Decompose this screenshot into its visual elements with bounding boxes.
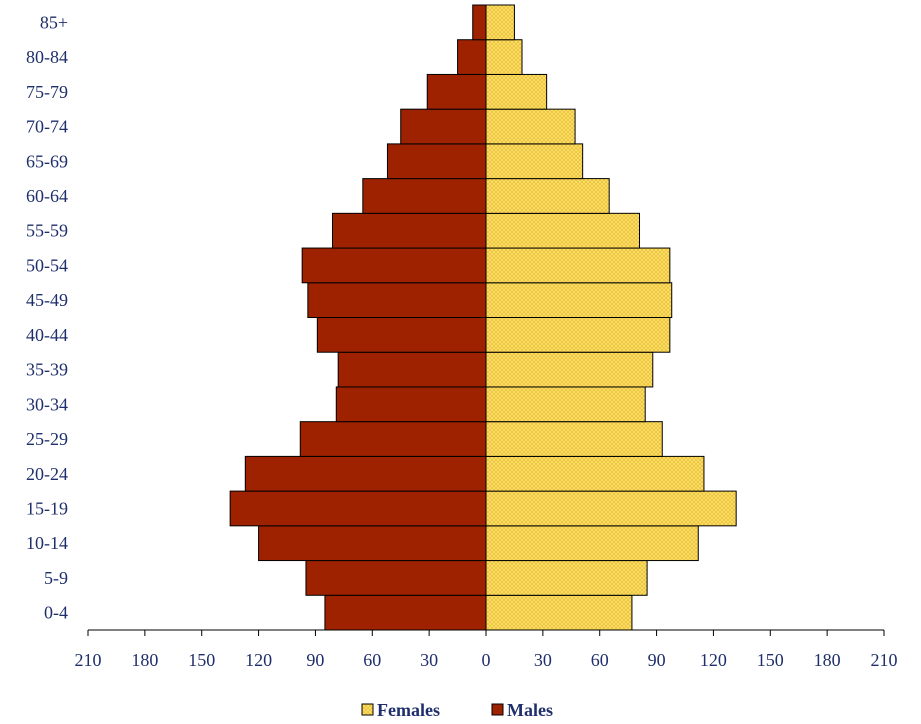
bar-females-45-49 bbox=[485, 282, 673, 318]
y-tick-label: 70-74 bbox=[26, 117, 68, 137]
bars-layer bbox=[229, 4, 737, 631]
bar-males-65-69 bbox=[386, 143, 487, 180]
y-tick-label: 0-4 bbox=[44, 603, 68, 623]
bar-females-70-74 bbox=[485, 108, 576, 145]
bar-females-5-9 bbox=[485, 560, 648, 596]
bar-males-45-49 bbox=[307, 282, 487, 318]
bar-males-20-24 bbox=[244, 455, 487, 492]
bar-females-75-79 bbox=[485, 73, 548, 110]
y-tick-label: 30-34 bbox=[26, 394, 68, 414]
y-tick-label: 85+ bbox=[40, 12, 68, 32]
bar-females-10-14 bbox=[485, 525, 699, 562]
bar-males-85+ bbox=[472, 4, 487, 41]
y-tick-label: 25-29 bbox=[26, 429, 68, 449]
y-tick-label: 45-49 bbox=[26, 290, 68, 310]
x-tick-label: 90 bbox=[648, 650, 666, 670]
bar-females-55-59 bbox=[485, 212, 641, 249]
x-tick-label: 150 bbox=[757, 650, 784, 670]
bar-males-50-54 bbox=[301, 247, 487, 284]
legend-label-females: Females bbox=[377, 700, 440, 720]
x-tick-label: 180 bbox=[814, 650, 841, 670]
y-tick-label: 40-44 bbox=[26, 325, 68, 345]
bar-males-75-79 bbox=[426, 73, 487, 110]
bar-females-35-39 bbox=[485, 351, 654, 388]
bar-males-70-74 bbox=[400, 108, 487, 145]
x-tick-label: 150 bbox=[188, 650, 215, 670]
bar-females-80-84 bbox=[485, 39, 523, 75]
bar-males-35-39 bbox=[337, 351, 487, 388]
y-tick-label: 60-64 bbox=[26, 186, 68, 206]
bar-females-25-29 bbox=[485, 421, 663, 457]
bar-females-50-54 bbox=[485, 247, 671, 284]
bar-females-0-4 bbox=[485, 594, 633, 631]
bar-males-55-59 bbox=[331, 212, 487, 249]
y-tick-label: 10-14 bbox=[26, 533, 68, 553]
x-tick-label: 210 bbox=[75, 650, 102, 670]
legend-label-males: Males bbox=[507, 700, 553, 720]
y-tick-label: 55-59 bbox=[26, 221, 68, 241]
legend: Females Males bbox=[361, 700, 553, 720]
bar-females-85+ bbox=[485, 4, 515, 41]
bar-males-60-64 bbox=[362, 178, 487, 214]
bar-males-0-4 bbox=[324, 594, 487, 631]
y-tick-label: 50-54 bbox=[26, 255, 68, 275]
bar-females-40-44 bbox=[485, 317, 671, 353]
x-tick-label: 90 bbox=[306, 650, 324, 670]
y-tick-label: 5-9 bbox=[44, 568, 68, 588]
legend-swatch-males bbox=[491, 703, 504, 716]
x-tick-label: 30 bbox=[534, 650, 552, 670]
y-tick-label: 80-84 bbox=[26, 47, 68, 67]
bar-females-30-34 bbox=[485, 386, 646, 423]
y-tick-label: 65-69 bbox=[26, 151, 68, 171]
bar-males-25-29 bbox=[299, 421, 487, 457]
y-tick-label: 15-19 bbox=[26, 498, 68, 518]
x-tick-label: 30 bbox=[420, 650, 438, 670]
bar-females-15-19 bbox=[485, 490, 737, 527]
bar-females-20-24 bbox=[485, 455, 705, 492]
bar-males-30-34 bbox=[335, 386, 487, 423]
x-tick-label: 0 bbox=[482, 650, 491, 670]
legend-swatch-females bbox=[361, 703, 374, 716]
y-tick-label: 20-24 bbox=[26, 464, 68, 484]
y-tick-label: 75-79 bbox=[26, 82, 68, 102]
bar-males-10-14 bbox=[258, 525, 487, 562]
bar-males-5-9 bbox=[305, 560, 487, 596]
bar-females-60-64 bbox=[485, 178, 610, 214]
x-tick-label: 210 bbox=[871, 650, 898, 670]
x-axis: 210 180 150 120 90 60 30 0 30 60 90 120 150 180 210 bbox=[75, 5, 898, 670]
y-axis-labels: 0-4 5-9 10-14 15-19 20-24 25-29 30-34 35-39 40-4… bbox=[26, 12, 68, 622]
bar-females-65-69 bbox=[485, 143, 584, 180]
x-tick-label: 120 bbox=[245, 650, 272, 670]
x-tick-label: 180 bbox=[131, 650, 158, 670]
bar-males-15-19 bbox=[229, 490, 487, 527]
x-tick-label: 60 bbox=[591, 650, 609, 670]
x-tick-label: 120 bbox=[700, 650, 727, 670]
bar-males-40-44 bbox=[316, 317, 487, 353]
bar-males-80-84 bbox=[457, 39, 487, 75]
y-tick-label: 35-39 bbox=[26, 360, 68, 380]
x-tick-label: 60 bbox=[363, 650, 381, 670]
